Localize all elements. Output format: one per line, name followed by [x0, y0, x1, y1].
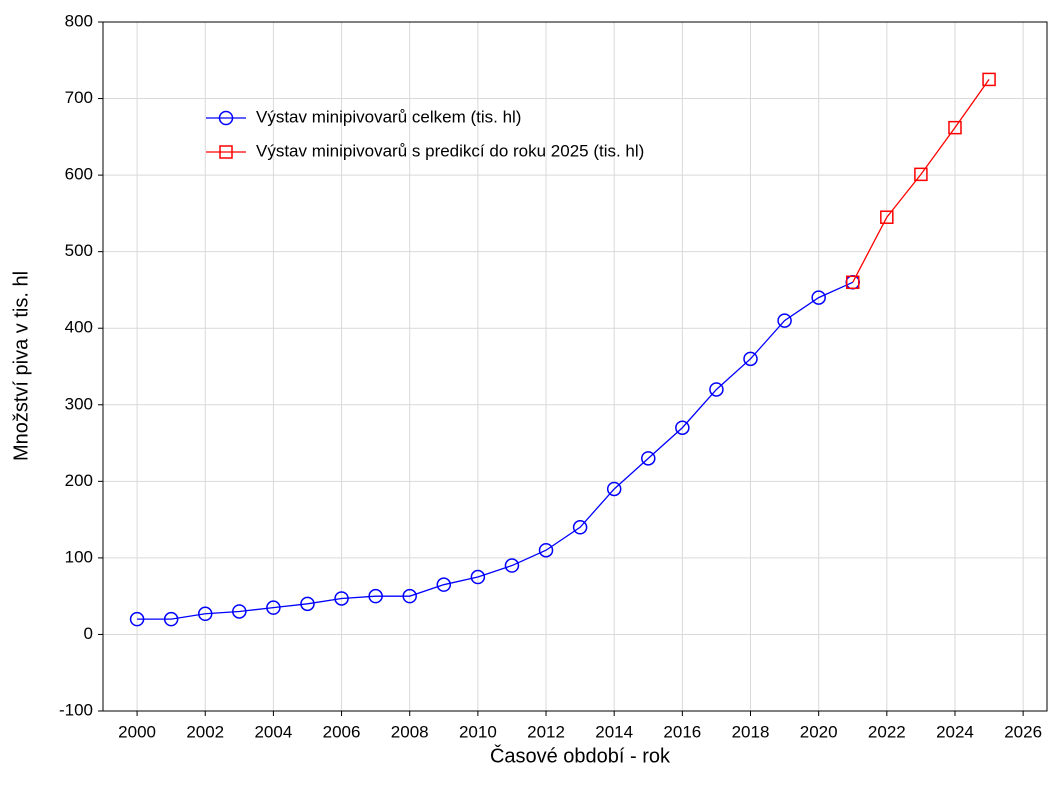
data-point	[470, 569, 486, 585]
data-point	[982, 72, 996, 87]
y-tick-label: 700	[65, 88, 93, 107]
x-tick-label: 2008	[391, 722, 429, 741]
data-point	[845, 275, 860, 290]
data-point	[606, 481, 622, 497]
legend-label: Výstav minipivovarů celkem (tis. hl)	[256, 107, 521, 126]
legend-marker	[218, 110, 234, 126]
x-tick-label: 2012	[527, 722, 565, 741]
data-point	[641, 451, 656, 466]
data-point	[880, 210, 894, 224]
data-point	[504, 558, 520, 573]
x-tick-label: 2020	[800, 722, 838, 741]
x-tick-label: 2010	[459, 722, 497, 741]
data-point	[163, 611, 179, 627]
x-tick-label: 2000	[118, 722, 156, 741]
data-point	[436, 577, 452, 592]
x-tick-label: 2024	[936, 722, 974, 741]
data-point	[572, 520, 588, 535]
y-tick-label: 100	[65, 547, 93, 566]
data-point	[300, 596, 315, 612]
x-tick-label: 2016	[663, 722, 701, 741]
data-point	[129, 611, 145, 627]
data-point	[743, 351, 758, 367]
y-tick-label: 600	[65, 165, 93, 184]
legend-marker	[219, 145, 233, 159]
data-point	[402, 588, 417, 604]
x-tick-label: 2026	[1004, 722, 1042, 741]
y-axis-label: Množství piva v tis. hl	[10, 271, 32, 461]
plot-frame	[102, 21, 1048, 712]
x-tick-label: 2014	[595, 722, 633, 741]
y-tick-label: 0	[84, 624, 93, 643]
series-line	[852, 79, 990, 283]
data-point	[811, 290, 826, 305]
y-tick-label: -100	[59, 700, 93, 719]
x-tick-label: 2004	[254, 722, 292, 741]
legend-label: Výstav minipivovarů s predikcí do roku 2…	[256, 141, 644, 160]
y-tick-label: 800	[65, 11, 93, 30]
y-tick-label: 500	[65, 241, 93, 260]
data-point	[538, 542, 554, 558]
x-tick-label: 2022	[868, 722, 906, 741]
data-point	[777, 313, 792, 328]
data-point	[914, 167, 928, 182]
data-point	[675, 420, 690, 435]
data-point	[266, 600, 281, 615]
data-point	[232, 604, 247, 619]
series-line	[137, 281, 854, 620]
x-tick-label: 2006	[323, 722, 361, 741]
data-point	[709, 382, 724, 397]
x-tick-label: 2018	[732, 722, 770, 741]
y-tick-label: 300	[65, 394, 93, 413]
data-point	[368, 588, 383, 604]
data-point	[334, 591, 349, 606]
x-tick-label: 2002	[186, 722, 224, 741]
x-axis-label: Časové období - rok	[490, 744, 671, 767]
data-point	[197, 606, 213, 622]
data-point	[948, 120, 962, 135]
y-tick-label: 400	[65, 318, 93, 337]
y-tick-label: 200	[65, 471, 93, 490]
